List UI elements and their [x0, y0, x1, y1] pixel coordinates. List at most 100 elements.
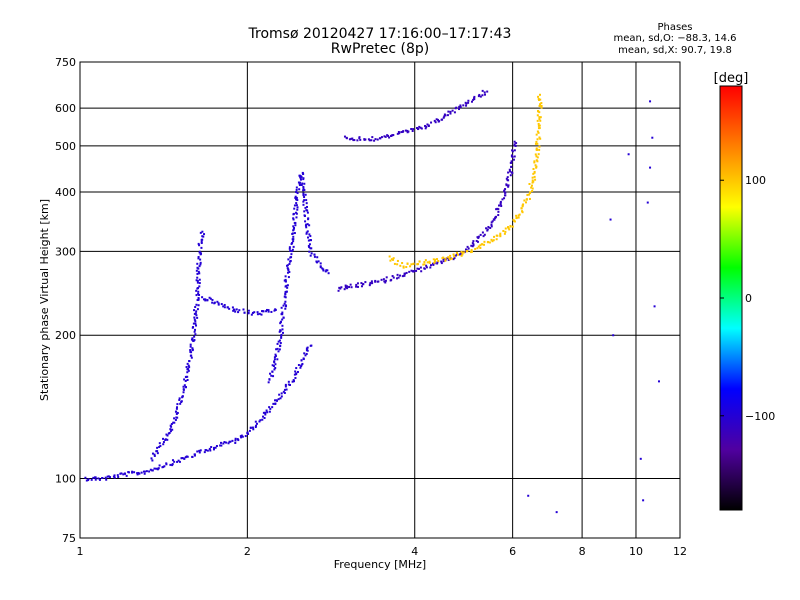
data-point	[195, 294, 198, 297]
data-point	[289, 249, 292, 252]
data-point	[199, 231, 202, 234]
data-point	[499, 200, 502, 203]
data-point	[511, 149, 514, 152]
data-point	[483, 243, 486, 246]
data-point	[303, 196, 306, 199]
data-point	[234, 441, 237, 444]
data-point	[235, 308, 238, 311]
data-point	[198, 278, 201, 281]
data-point	[173, 460, 176, 463]
data-point	[276, 358, 279, 361]
data-point	[527, 494, 530, 497]
data-point	[302, 185, 305, 188]
data-point	[217, 302, 220, 305]
data-point	[417, 267, 420, 270]
data-point	[280, 333, 283, 336]
data-point	[201, 238, 204, 241]
data-point	[374, 279, 377, 282]
data-point	[283, 302, 286, 305]
data-point	[481, 231, 484, 234]
data-point	[196, 272, 199, 275]
data-point	[646, 201, 649, 204]
colorbar-tick-label: −100	[745, 410, 775, 423]
data-point	[346, 285, 349, 288]
data-point	[534, 178, 537, 181]
data-point	[415, 126, 418, 129]
data-point	[384, 279, 387, 282]
data-point	[446, 114, 449, 117]
data-point	[409, 265, 412, 268]
data-point	[87, 479, 90, 482]
data-point	[346, 287, 349, 290]
data-point	[305, 352, 308, 355]
data-point	[278, 393, 281, 396]
data-point	[203, 233, 206, 236]
data-point	[225, 441, 228, 444]
data-point	[371, 282, 374, 285]
data-point	[304, 206, 307, 209]
data-point	[467, 99, 470, 102]
data-point	[490, 223, 493, 226]
data-point	[464, 101, 467, 104]
data-point	[196, 279, 199, 282]
data-point	[452, 253, 455, 256]
data-point	[198, 285, 201, 288]
data-point	[504, 227, 507, 230]
x-tick-label: 6	[509, 545, 516, 558]
data-point	[504, 230, 507, 233]
colorbar: [deg] 100 0 −100	[714, 71, 775, 511]
data-point	[536, 138, 539, 141]
data-point	[274, 308, 277, 311]
data-point	[273, 309, 276, 312]
data-point	[289, 259, 292, 262]
data-point	[195, 279, 198, 282]
data-point	[187, 364, 190, 367]
data-point	[649, 166, 652, 169]
data-point	[472, 98, 475, 101]
data-point	[507, 226, 510, 229]
data-point	[133, 471, 136, 474]
trace	[388, 93, 543, 269]
data-point	[525, 201, 528, 204]
data-point	[431, 262, 434, 265]
data-point	[140, 471, 143, 474]
data-point	[143, 470, 146, 473]
data-point	[538, 124, 541, 127]
data-point	[440, 260, 443, 263]
data-point	[199, 258, 202, 261]
data-point	[535, 148, 538, 151]
data-point	[349, 283, 352, 286]
data-point	[534, 142, 537, 145]
data-point	[350, 137, 353, 140]
data-point	[442, 260, 445, 263]
data-point	[358, 137, 361, 140]
data-point	[538, 127, 541, 130]
data-point	[196, 287, 199, 290]
data-point	[270, 374, 273, 377]
data-point	[296, 206, 299, 209]
data-point	[195, 289, 198, 292]
data-point	[215, 445, 218, 448]
data-point	[169, 428, 172, 431]
data-point	[287, 380, 290, 383]
y-axis-ticks: 75 100 200 300 400 500 600 750	[55, 56, 76, 545]
data-point	[412, 262, 415, 265]
data-point	[262, 411, 265, 414]
data-point	[302, 172, 305, 175]
data-point	[136, 472, 139, 475]
data-point	[424, 127, 427, 130]
data-point	[460, 250, 463, 253]
data-point	[216, 300, 219, 303]
data-point	[116, 474, 119, 477]
data-point	[119, 472, 122, 475]
data-point	[156, 446, 159, 449]
data-point	[479, 95, 482, 98]
data-point	[380, 136, 383, 139]
data-point	[233, 308, 236, 311]
data-point	[279, 344, 282, 347]
data-point	[272, 375, 275, 378]
data-point	[461, 251, 464, 254]
x-tick-label: 8	[579, 545, 586, 558]
data-point	[229, 440, 232, 443]
data-point	[313, 253, 316, 256]
